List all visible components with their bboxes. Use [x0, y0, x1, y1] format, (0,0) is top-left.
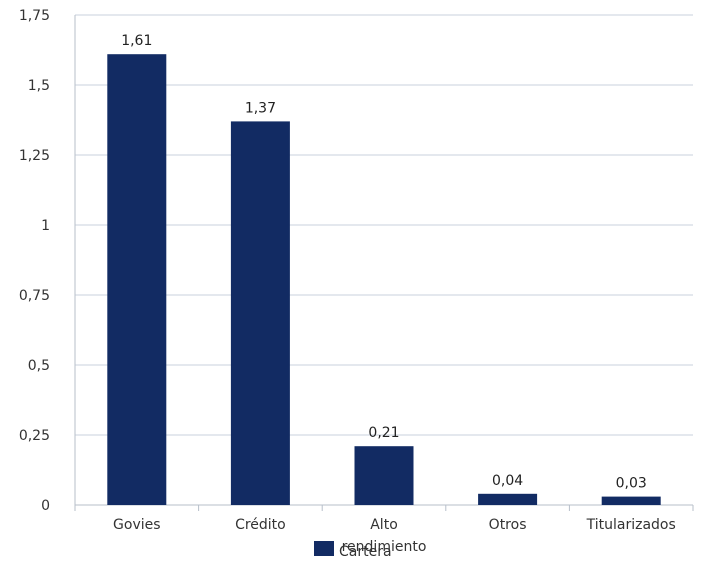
x-tick-label: Alto rendimiento — [342, 517, 427, 555]
data-labels: 1,61 1,37 0,21 0,04 0,03 — [121, 33, 647, 491]
y-tick-label: 0 — [41, 498, 50, 514]
y-tick-label: 1 — [41, 218, 50, 234]
bar — [478, 493, 538, 505]
bar — [354, 446, 414, 505]
y-tick-label: 1,25 — [19, 148, 50, 164]
x-tick-label: Crédito — [235, 517, 286, 533]
y-tick-label: 1,75 — [19, 8, 50, 24]
legend-label: Cartera — [339, 544, 392, 560]
bar — [107, 54, 167, 505]
bars — [107, 54, 661, 506]
data-label: 1,61 — [121, 33, 152, 49]
x-axis-ticks: Govies Crédito Alto rendimiento Otros Titular… — [113, 517, 676, 555]
data-label: 0,04 — [492, 473, 523, 489]
y-tick-label: 0,25 — [19, 428, 50, 444]
x-tick-label: Titularizados — [586, 517, 676, 533]
y-axis-ticks: 0 0,25 0,5 0,75 1 1,25 1,5 1,75 — [19, 8, 50, 514]
bar — [230, 121, 290, 506]
gridlines — [75, 14, 693, 436]
x-tick-label: Govies — [113, 517, 161, 533]
data-label: 0,03 — [616, 476, 647, 492]
data-label: 0,21 — [368, 425, 399, 441]
y-tick-label: 0,5 — [28, 358, 50, 374]
x-tick-label: Otros — [489, 517, 527, 533]
legend-swatch — [314, 541, 334, 556]
data-label: 1,37 — [245, 100, 276, 116]
legend: Cartera — [314, 541, 392, 560]
bar — [601, 496, 661, 505]
y-tick-label: 1,5 — [28, 78, 50, 94]
y-tick-label: 0,75 — [19, 288, 50, 304]
